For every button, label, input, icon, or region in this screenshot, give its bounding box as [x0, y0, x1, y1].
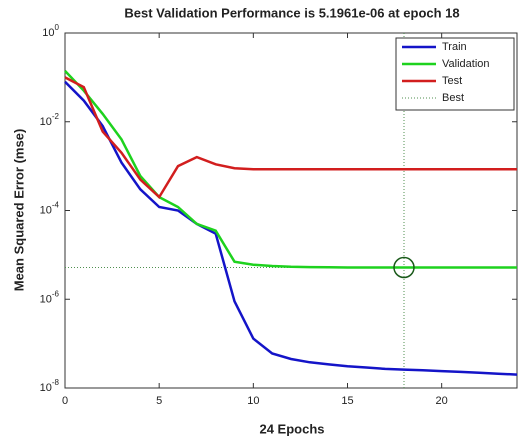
series-line — [64, 80, 518, 376]
legend-label: Train — [442, 41, 467, 53]
y-tick-exp: -4 — [52, 201, 60, 210]
y-tick-label: 10-4 — [40, 201, 60, 217]
y-axis-label: Mean Squared Error (mse) — [11, 129, 26, 292]
y-tick-exp: -2 — [52, 112, 60, 121]
x-tick-label: 0 — [62, 395, 68, 407]
legend-box — [395, 37, 515, 111]
legend-label: Test — [442, 75, 462, 87]
series-line — [64, 70, 517, 269]
y-tick-label: 10-2 — [40, 112, 60, 128]
best-marker — [393, 256, 415, 279]
y-tick-exp: 0 — [55, 23, 60, 32]
legend-label: Validation — [442, 58, 490, 70]
x-tick-label: 15 — [341, 395, 353, 407]
x-tick-label: 5 — [156, 395, 162, 407]
x-axis-label: 24 Epochs — [259, 421, 324, 436]
y-tick-base: 10 — [40, 293, 52, 305]
y-tick-base: 10 — [40, 116, 52, 128]
y-tick-base: 10 — [40, 204, 52, 216]
y-tick-label: 10-6 — [40, 289, 60, 305]
series-line — [64, 76, 517, 200]
y-tick-label: 100 — [42, 23, 59, 39]
legend-label: Best — [442, 92, 464, 104]
y-tick-base: 10 — [42, 27, 54, 39]
x-tick-label: 10 — [247, 395, 259, 407]
chart-title: Best Validation Performance is 5.1961e-0… — [124, 5, 459, 20]
y-tick-exp: -8 — [52, 378, 60, 387]
y-tick-label: 10-8 — [40, 378, 60, 394]
x-tick-label: 20 — [436, 395, 448, 407]
y-tick-exp: -6 — [52, 289, 60, 298]
y-tick-base: 10 — [40, 382, 52, 394]
